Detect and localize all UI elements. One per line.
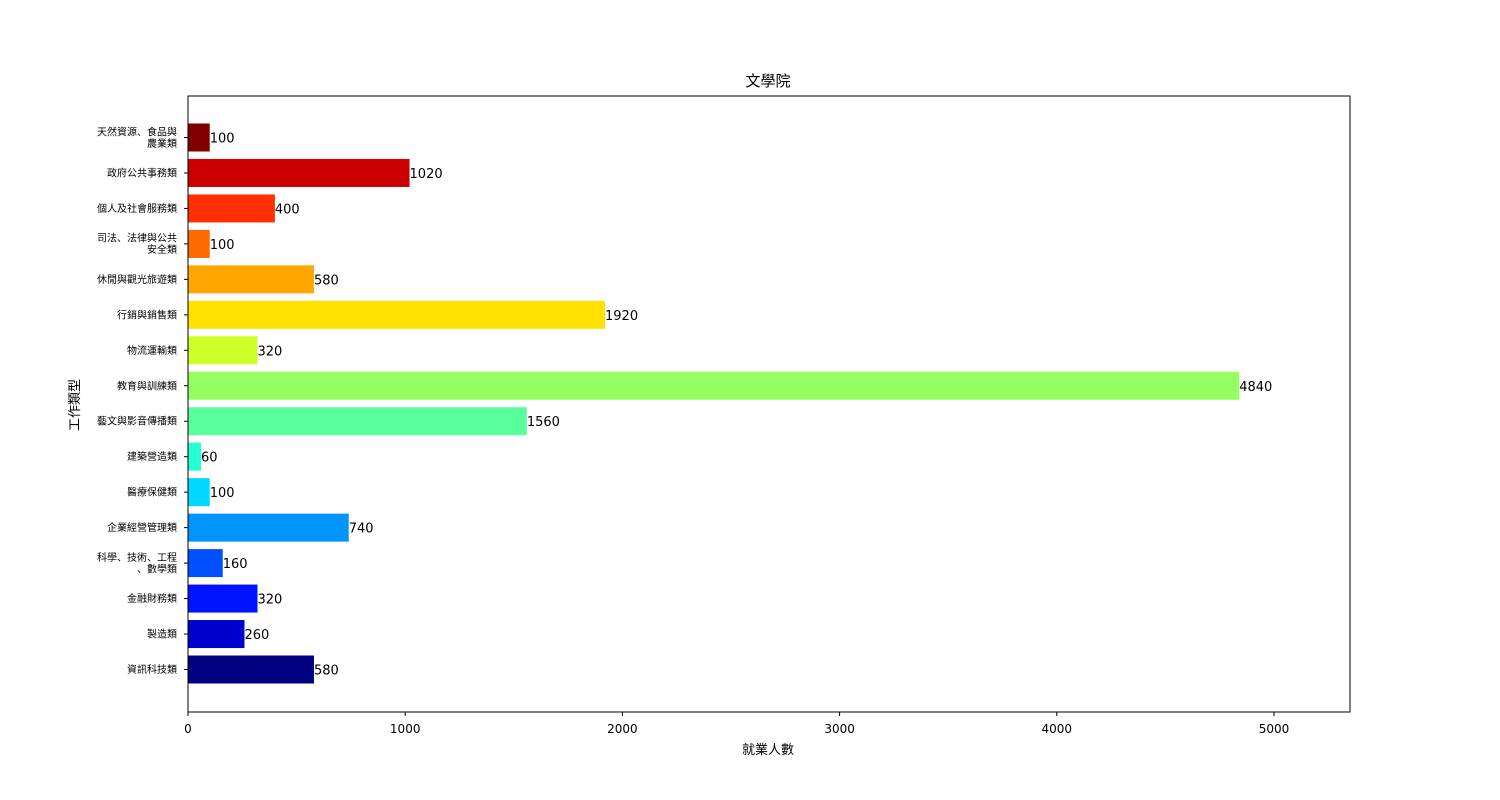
bar-value-label: 100 bbox=[210, 486, 235, 501]
x-tick-label: 1000 bbox=[390, 722, 421, 736]
category-label: 資訊科技類 bbox=[127, 663, 177, 676]
y-axis-label: 工作類型 bbox=[68, 379, 83, 431]
x-axis-label: 就業人數 bbox=[742, 742, 794, 758]
bar bbox=[188, 584, 258, 613]
bar-group bbox=[188, 123, 1240, 684]
bar bbox=[188, 300, 606, 329]
bar-value-label: 1020 bbox=[410, 167, 443, 182]
category-label: 政府公共事務類 bbox=[107, 166, 177, 179]
bar-value-label: 580 bbox=[314, 664, 339, 679]
bar-value-label: 740 bbox=[349, 522, 374, 537]
bar bbox=[188, 655, 314, 684]
bar-value-label: 160 bbox=[223, 557, 248, 572]
category-label-group: 天然資源、食品與農業類政府公共事務類個人及社會服務類司法、法律與公共安全類休閒與… bbox=[97, 125, 177, 676]
bar bbox=[188, 123, 210, 152]
bar bbox=[188, 265, 314, 294]
category-label: 企業經營管理類 bbox=[107, 521, 177, 534]
category-label: 安全類 bbox=[147, 243, 177, 256]
bar-value-label: 1560 bbox=[527, 415, 560, 430]
bar bbox=[188, 513, 349, 542]
category-label: 金融財務類 bbox=[127, 592, 177, 605]
value-label-group: 100 1020 400 100 580 1920 320 4840 1560 60 100 740 1… bbox=[201, 132, 1272, 679]
category-label: 、數學類 bbox=[137, 562, 177, 575]
bar bbox=[188, 407, 527, 436]
category-label: 天然資源、食品與 bbox=[97, 125, 177, 138]
category-label: 教育與訓練類 bbox=[117, 379, 177, 392]
bar bbox=[188, 371, 1240, 400]
x-tick-label: 0 bbox=[184, 722, 192, 736]
bar-value-label: 60 bbox=[201, 451, 218, 466]
bar bbox=[188, 478, 210, 507]
chart-title: 文學院 bbox=[745, 72, 790, 90]
bar-value-label: 4840 bbox=[1239, 380, 1272, 395]
category-label: 藝文與影音傳播類 bbox=[97, 415, 177, 428]
bar-value-label: 260 bbox=[244, 628, 269, 643]
category-label: 物流運輸類 bbox=[127, 344, 177, 357]
x-axis-ticks: 0 1000 2000 3000 4000 5000 bbox=[184, 137, 1290, 736]
bar-value-label: 580 bbox=[314, 273, 339, 288]
bar bbox=[188, 158, 410, 187]
category-label: 科學、技術、工程 bbox=[97, 551, 177, 564]
bar-value-label: 100 bbox=[210, 132, 235, 147]
bar bbox=[188, 620, 245, 649]
category-label: 個人及社會服務類 bbox=[97, 202, 177, 215]
x-tick-label: 2000 bbox=[607, 722, 638, 736]
category-label: 製造類 bbox=[147, 628, 177, 641]
plot-area-frame bbox=[187, 95, 1351, 713]
x-tick-label: 5000 bbox=[1259, 722, 1290, 736]
category-label: 建築營造類 bbox=[127, 450, 177, 463]
bar bbox=[188, 194, 275, 223]
bar bbox=[188, 442, 202, 471]
bar-value-label: 320 bbox=[258, 344, 283, 359]
category-label: 休閒與觀光旅遊類 bbox=[97, 273, 177, 286]
category-label: 行銷與銷售類 bbox=[117, 308, 177, 321]
bar-value-label: 320 bbox=[258, 593, 283, 608]
category-label: 農業類 bbox=[147, 137, 177, 150]
bar-value-label: 100 bbox=[210, 238, 235, 253]
category-label: 醫療保健類 bbox=[127, 486, 177, 499]
x-tick-label: 3000 bbox=[824, 722, 855, 736]
x-tick-label: 4000 bbox=[1042, 722, 1073, 736]
category-label: 司法、法律與公共 bbox=[97, 232, 177, 245]
bar-value-label: 1920 bbox=[605, 309, 638, 324]
bar bbox=[188, 229, 210, 258]
bar bbox=[188, 549, 223, 578]
bar-value-label: 400 bbox=[275, 202, 300, 217]
bar bbox=[188, 336, 258, 365]
